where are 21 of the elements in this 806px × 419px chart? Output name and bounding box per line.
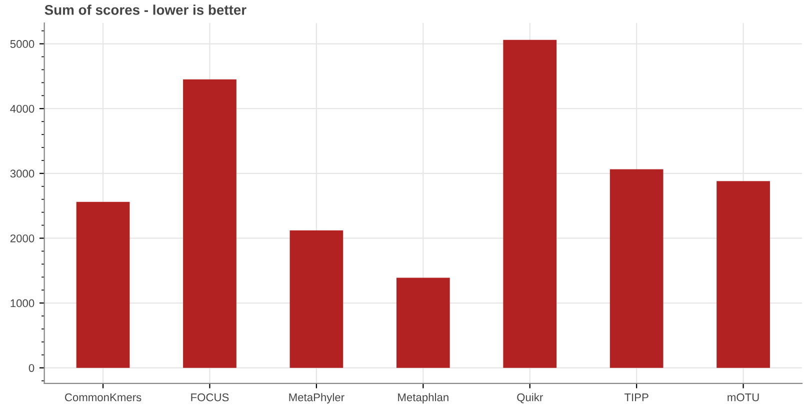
- y-tick-label: 3000: [10, 170, 34, 178]
- y-tick-label: 5000: [10, 40, 34, 48]
- x-tick-label: Metaphlan: [398, 393, 448, 404]
- y-tick-label: 2000: [10, 234, 34, 242]
- bar: [716, 181, 770, 368]
- y-tick-label: 0: [28, 364, 34, 372]
- x-tick-label: mOTU: [728, 393, 759, 402]
- x-tick-label: TIPP: [624, 394, 648, 402]
- x-tick-label: Quikr: [517, 393, 543, 404]
- bar: [183, 79, 236, 368]
- chart-title: Sum of scores - lower is better: [44, 4, 246, 15]
- x-tick-label: FOCUS: [191, 393, 229, 402]
- y-tick-label: 1000: [10, 299, 34, 308]
- x-tick-label: CommonKmers: [65, 393, 142, 402]
- bar: [610, 169, 664, 368]
- y-tick-label: 4000: [10, 104, 34, 113]
- bar: [396, 278, 450, 368]
- bar: [76, 202, 130, 368]
- bar: [290, 230, 344, 368]
- x-tick-label: MetaPhyler: [289, 393, 344, 404]
- bar: [503, 40, 557, 368]
